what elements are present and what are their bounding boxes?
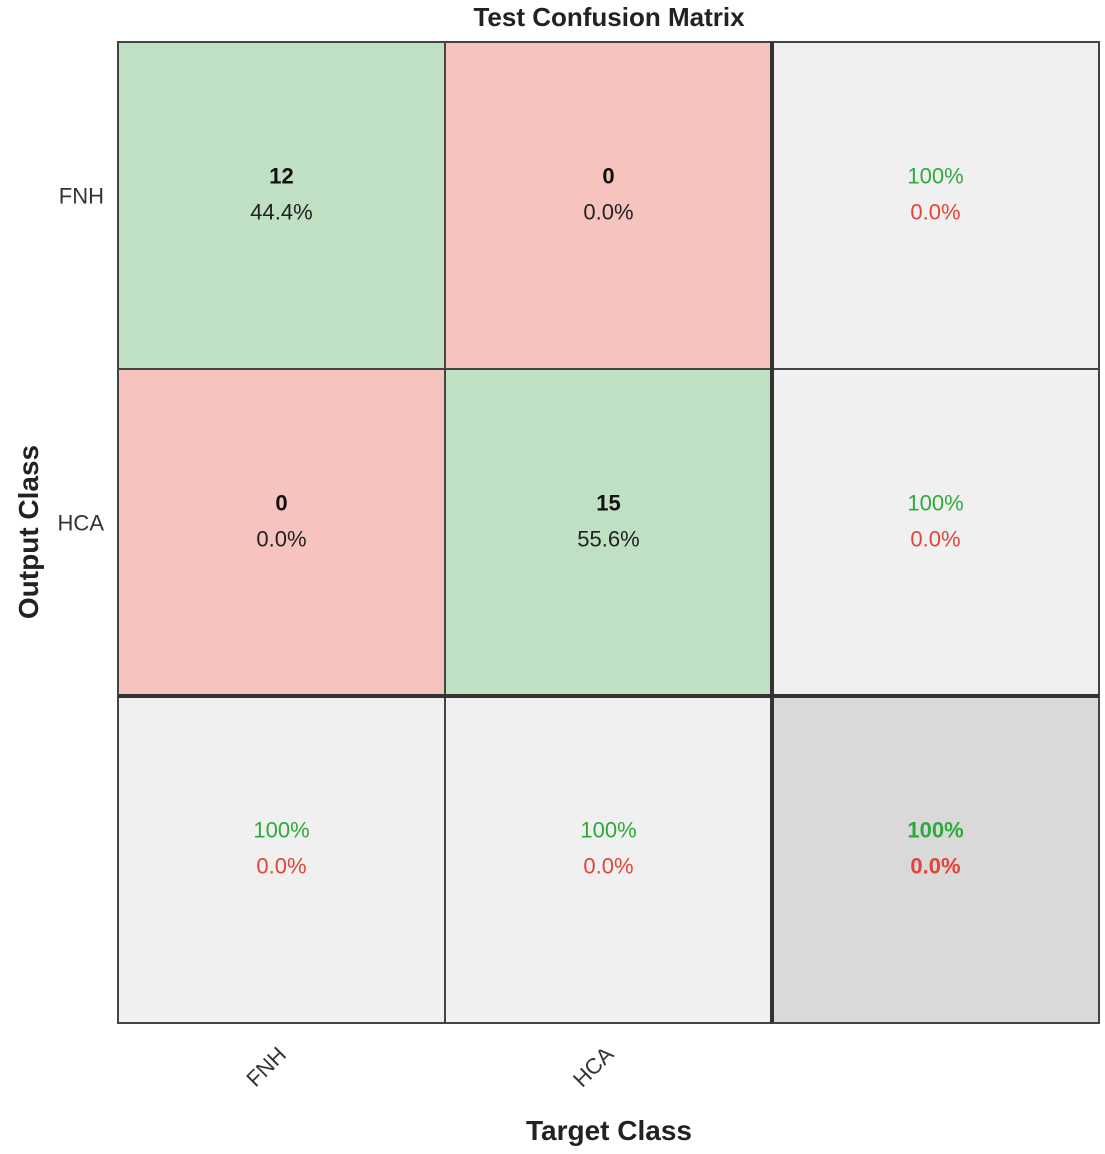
matrix-cell-r1-c1 [444, 368, 773, 697]
cell-percent-r0-c0: 44.4% [250, 200, 312, 225]
cell-percent-r1-c1: 55.6% [577, 527, 639, 552]
matrix-cell-r2-c0 [117, 695, 446, 1024]
cell-count-r0-c0: 12 [269, 164, 293, 189]
x-tick-label-1: HCA [568, 1041, 619, 1092]
y-tick-label-1: HCA [58, 511, 105, 536]
row-summary-1-error: 0.0% [910, 527, 960, 552]
matrix-cell-r1-c0 [117, 368, 446, 697]
col-summary-1-error: 0.0% [583, 854, 633, 879]
x-axis-label: Target Class [526, 1115, 692, 1146]
overall-error: 0.0% [910, 854, 960, 879]
row-summary-1-correct: 100% [907, 491, 963, 516]
chart-title: Test Confusion Matrix [473, 2, 745, 32]
row-summary-0-error: 0.0% [910, 200, 960, 225]
cell-count-r1-c0: 0 [275, 491, 287, 516]
matrix-cell-r2-c1 [444, 695, 773, 1024]
overall-correct: 100% [907, 818, 963, 843]
col-summary-1-correct: 100% [580, 818, 636, 843]
cell-percent-r0-c1: 0.0% [583, 200, 633, 225]
matrix-cell-r1-c2 [771, 368, 1100, 697]
col-summary-0-correct: 100% [253, 818, 309, 843]
y-tick-label-0: FNH [59, 184, 104, 209]
y-axis-label: Output Class [13, 445, 44, 619]
cell-percent-r1-c0: 0.0% [256, 527, 306, 552]
col-summary-0-error: 0.0% [256, 854, 306, 879]
cell-count-r1-c1: 15 [596, 491, 620, 516]
row-summary-0-correct: 100% [907, 164, 963, 189]
x-tick-label-0: FNH [241, 1042, 291, 1092]
matrix-cell-r0-c0 [117, 41, 446, 370]
matrix-labels: 12 44.4% 0 0.0% 100% 0.0% 0 0.0% 15 55.6% 100% 0.0%… [58, 164, 964, 1092]
matrix-cells [117, 41, 1100, 1024]
matrix-cell-r0-c2 [771, 41, 1100, 370]
cell-count-r0-c1: 0 [602, 164, 614, 189]
matrix-cell-r0-c1 [444, 41, 773, 370]
